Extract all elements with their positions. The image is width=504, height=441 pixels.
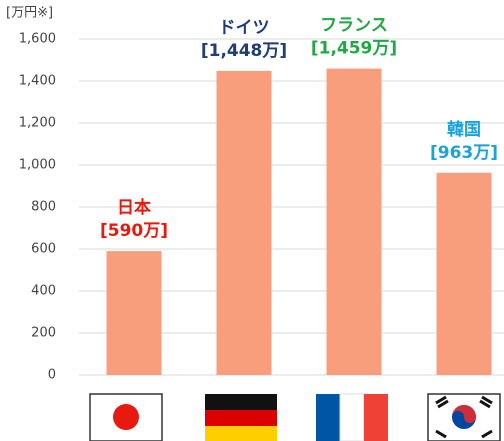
y-tick-label: 1,000 — [19, 158, 56, 173]
y-tick-label: 0 — [48, 368, 56, 383]
bar — [326, 68, 382, 376]
y-tick-label: 1,400 — [19, 74, 56, 89]
flags — [89, 393, 501, 441]
unit-label: [万円※] — [6, 6, 53, 21]
y-tick-label: 1,600 — [19, 32, 56, 47]
flag-germany — [205, 394, 277, 441]
bar — [436, 172, 492, 375]
category-label: フランス — [320, 16, 388, 36]
y-tick-label: 1,200 — [19, 116, 56, 131]
value-label: [1,459万] — [311, 39, 397, 59]
category-label: 日本 — [117, 197, 151, 218]
y-tick-label: 200 — [31, 326, 56, 341]
flag-france — [316, 393, 388, 441]
value-label: [1,448万] — [201, 41, 287, 61]
value-label: [590万] — [100, 221, 168, 241]
bar — [216, 70, 272, 376]
y-tick-label: 400 — [31, 284, 56, 299]
category-label: 韓国 — [447, 119, 481, 140]
value-label: [963万] — [430, 143, 498, 163]
y-tick-label: 600 — [31, 242, 56, 257]
flag-japan — [89, 393, 163, 441]
flag-korea — [427, 393, 501, 441]
bar — [106, 251, 162, 375]
category-label: ドイツ — [219, 18, 270, 38]
y-tick-label: 800 — [31, 200, 56, 215]
